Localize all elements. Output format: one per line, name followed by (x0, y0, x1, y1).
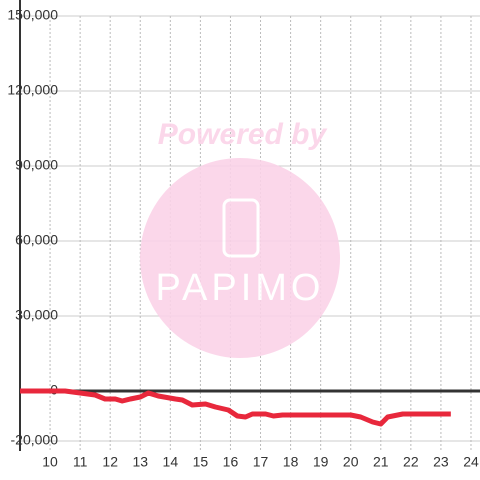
x-tick-label: 19 (313, 454, 329, 470)
x-tick-label: 17 (253, 454, 269, 470)
x-tick-label: 22 (403, 454, 419, 470)
x-tick-label: 23 (433, 454, 449, 470)
x-tick-label: 21 (373, 454, 389, 470)
y-tick-label: 150,000 (7, 7, 58, 23)
watermark: Powered by PAPIMO (140, 118, 340, 358)
x-tick-label: 18 (283, 454, 299, 470)
watermark-icon (222, 198, 260, 258)
watermark-text: Powered by (158, 118, 328, 151)
y-tick-label: 90,000 (15, 157, 58, 173)
y-tick-label: 30,000 (15, 307, 58, 323)
x-tick-label: 16 (223, 454, 239, 470)
x-tick-label: 15 (193, 454, 209, 470)
line-series (20, 388, 451, 427)
logo-text: PAPIMO (156, 267, 325, 309)
x-tick-label: 11 (73, 454, 88, 470)
x-tick-label: 12 (102, 454, 118, 470)
x-tick-label: 20 (343, 454, 359, 470)
x-tick-label: 24 (463, 454, 479, 470)
x-tick-label: 14 (163, 454, 179, 470)
y-tick-label: 120,000 (7, 82, 58, 98)
watermark-circle (140, 158, 340, 358)
x-tick-label: 13 (132, 454, 148, 470)
x-tick-label: 10 (42, 454, 58, 470)
y-tick-label: 60,000 (15, 232, 58, 248)
y-tick-label: -20,000 (11, 432, 59, 448)
